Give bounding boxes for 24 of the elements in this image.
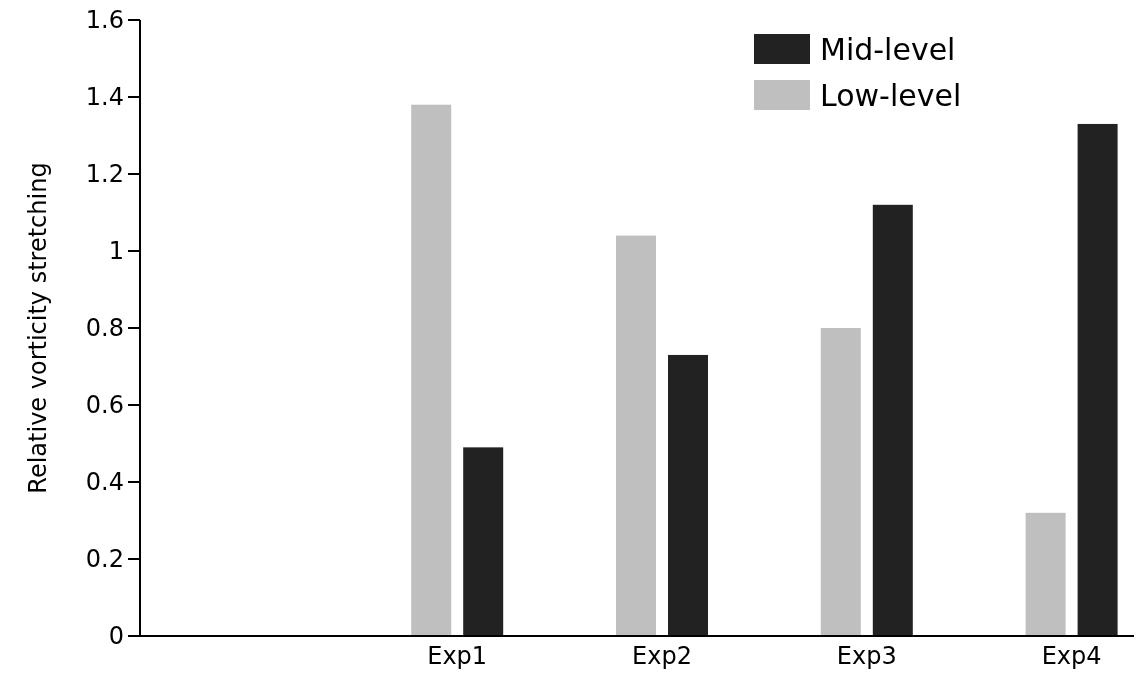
bar <box>1025 512 1066 636</box>
y-axis-title: Relative vorticity stretching <box>24 162 52 494</box>
y-tick-label: 0.4 <box>85 468 124 497</box>
bar <box>616 235 656 636</box>
legend-label: Mid-level <box>820 31 956 67</box>
x-tick-label: Exp4 <box>1041 642 1102 670</box>
bar <box>411 104 452 636</box>
y-tick-label: 1.2 <box>85 160 124 189</box>
x-tick-label: Exp1 <box>427 642 488 670</box>
legend-label: Low-level <box>820 77 962 113</box>
bar <box>668 354 708 636</box>
bar <box>1077 123 1118 636</box>
y-tick-label: 0.6 <box>85 391 124 420</box>
y-tick-label: 0.2 <box>85 545 124 574</box>
x-tick-label: Exp2 <box>632 642 692 670</box>
bar <box>820 328 861 636</box>
y-tick-label: 0.8 <box>85 314 124 343</box>
bar <box>463 447 504 636</box>
y-tick-label: 1 <box>108 237 124 266</box>
y-tick-label: 0 <box>108 622 124 651</box>
x-tick-label: Exp3 <box>836 642 897 670</box>
bar <box>872 204 913 636</box>
y-tick-label: 1.6 <box>85 6 124 35</box>
y-tick-label: 1.4 <box>85 83 124 112</box>
